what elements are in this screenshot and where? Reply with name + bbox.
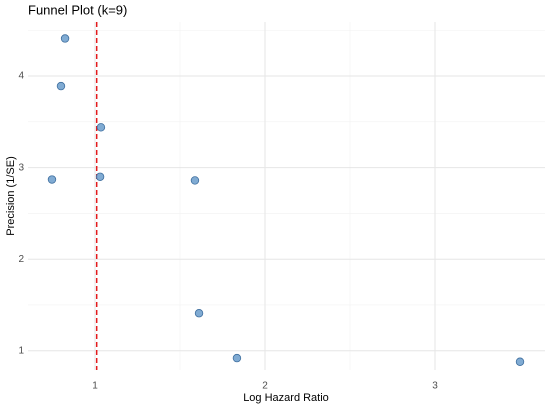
point — [190, 176, 200, 185]
point — [47, 175, 57, 184]
point — [194, 309, 204, 318]
point — [56, 81, 66, 91]
chart-title: Funnel Plot (k=9) — [28, 2, 127, 17]
y-tick-label: 1 — [18, 345, 24, 356]
point — [60, 34, 70, 43]
point — [232, 353, 242, 363]
point — [515, 357, 525, 366]
y-axis-title: Precision (1/SE) — [5, 156, 17, 235]
x-tick-label: 2 — [262, 381, 268, 392]
point — [96, 123, 106, 132]
point — [95, 172, 105, 181]
y-tick-label: 2 — [18, 254, 24, 265]
y-tick-label: 3 — [18, 162, 24, 173]
y-tick-label: 4 — [18, 71, 24, 82]
x-tick-label: 3 — [432, 381, 438, 392]
x-tick-label: 1 — [92, 381, 98, 392]
x-axis-title: Log Hazard Ratio — [243, 392, 329, 404]
